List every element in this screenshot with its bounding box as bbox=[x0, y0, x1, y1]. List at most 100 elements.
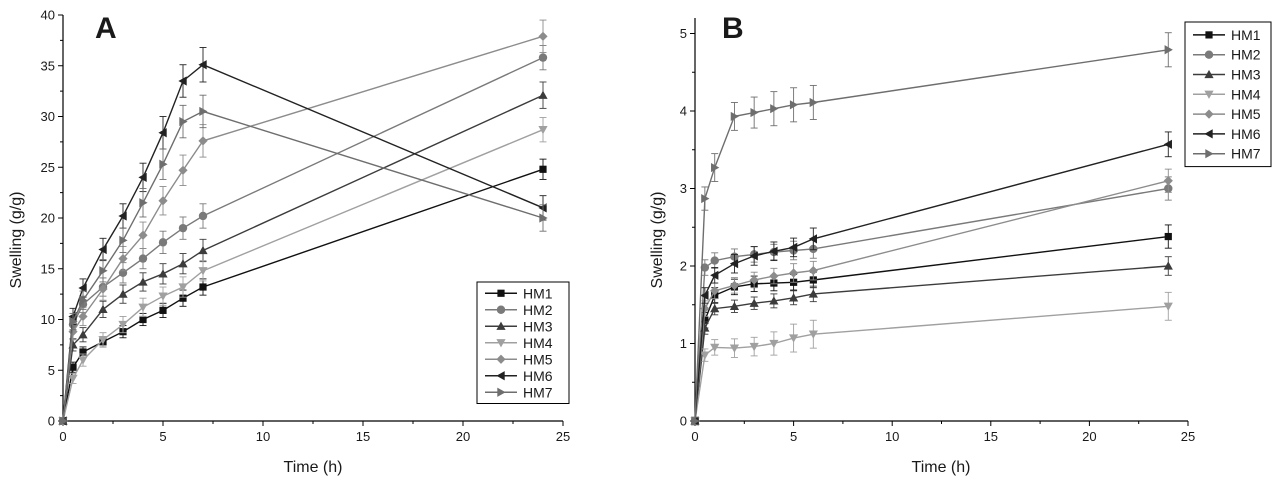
y-tick-label-b: 2 bbox=[680, 259, 687, 274]
data-point-hm4 bbox=[808, 330, 818, 339]
series-line-hm2 bbox=[62, 56, 544, 422]
data-point-hm4 bbox=[729, 344, 740, 353]
legend-label-hm7: HM7 bbox=[1231, 146, 1261, 162]
data-point-hm4 bbox=[710, 343, 720, 352]
data-point-hm3 bbox=[98, 304, 108, 314]
data-point-hm6 bbox=[158, 128, 167, 138]
legend-label-hm1: HM1 bbox=[523, 285, 553, 301]
y-axis-title-b: Swelling (g/g) bbox=[649, 192, 666, 289]
data-point-hm5 bbox=[118, 254, 128, 264]
series-hm5-b bbox=[690, 168, 1173, 426]
data-point-hm5 bbox=[700, 304, 710, 314]
data-point-hm4 bbox=[138, 303, 148, 312]
data-point-hm5 bbox=[538, 31, 548, 41]
x-tick-label-b: 10 bbox=[885, 429, 899, 444]
series-hm2-a bbox=[58, 45, 548, 426]
x-axis-title-b: Time (h) bbox=[912, 459, 971, 476]
data-point-hm3 bbox=[808, 289, 818, 298]
data-point-hm6 bbox=[118, 211, 127, 221]
data-point-hm3 bbox=[1163, 261, 1173, 270]
data-point-hm5 bbox=[98, 284, 108, 294]
x-tick-label-b: 15 bbox=[984, 429, 998, 444]
data-point-hm7 bbox=[711, 162, 720, 173]
data-point-hm7 bbox=[119, 235, 128, 245]
data-point-hm7 bbox=[691, 416, 700, 426]
x-tick-label-a: 25 bbox=[556, 429, 570, 444]
data-point-hm6 bbox=[78, 283, 87, 293]
data-point-hm5 bbox=[198, 136, 208, 146]
legend-label-hm2: HM2 bbox=[523, 302, 553, 318]
x-tick-label-a: 5 bbox=[159, 429, 166, 444]
panel-label-a: A bbox=[95, 12, 117, 45]
x-tick-label-b: 25 bbox=[1181, 429, 1195, 444]
series-hm4-a bbox=[58, 117, 548, 426]
data-point-hm6 bbox=[769, 246, 778, 256]
data-point-hm1 bbox=[179, 294, 187, 302]
data-point-hm1 bbox=[701, 316, 709, 324]
legend-label-hm4: HM4 bbox=[523, 335, 553, 351]
data-point-hm5 bbox=[749, 275, 759, 285]
legend-marker-hm2 bbox=[1204, 50, 1214, 59]
legend-label-hm3: HM3 bbox=[523, 318, 553, 334]
data-point-hm5 bbox=[789, 268, 799, 278]
data-point-hm6 bbox=[98, 244, 107, 255]
y-tick-label-b: 0 bbox=[680, 414, 687, 429]
y-tick-label-a: 25 bbox=[41, 160, 55, 175]
legend-label-hm5: HM5 bbox=[1231, 106, 1261, 122]
series-hm3-b bbox=[690, 256, 1173, 425]
data-point-hm7 bbox=[179, 116, 188, 127]
data-point-hm6 bbox=[700, 290, 709, 301]
series-line-hm1 bbox=[62, 168, 544, 422]
data-point-hm3 bbox=[538, 90, 548, 99]
legend-marker-hm1 bbox=[1205, 31, 1213, 39]
data-point-hm6 bbox=[138, 172, 147, 182]
legend-label-hm5: HM5 bbox=[523, 351, 553, 367]
x-tick-label-a: 20 bbox=[456, 429, 470, 444]
data-point-hm3 bbox=[178, 259, 188, 268]
series-line-hm1 bbox=[694, 235, 1169, 422]
data-point-hm4 bbox=[700, 351, 710, 360]
chart-panel-b: B Time (h) Swelling (g/g) 0 1 2 3 4 5 0 5 10 15 20… bbox=[649, 12, 1272, 476]
data-point-hm7 bbox=[730, 111, 740, 122]
legend-marker-hm5 bbox=[1204, 109, 1214, 119]
legend-marker-hm4 bbox=[496, 339, 506, 348]
series-hm2-b bbox=[690, 176, 1173, 426]
legend-b: HM1 HM2 HM3 HM4 HM5 HM6 HM7 bbox=[1184, 21, 1272, 168]
data-point-hm4 bbox=[98, 336, 108, 345]
data-point-hm3 bbox=[749, 298, 759, 307]
data-point-hm1 bbox=[69, 363, 77, 371]
data-point-hm4 bbox=[158, 292, 168, 301]
series-line-hm2 bbox=[694, 187, 1169, 422]
data-point-hm7 bbox=[99, 266, 108, 276]
data-point-hm5 bbox=[138, 230, 148, 240]
y-tick-label-a: 30 bbox=[41, 109, 55, 124]
y-tick-label-b: 3 bbox=[680, 181, 687, 196]
data-point-hm7 bbox=[69, 316, 78, 327]
data-point-hm7 bbox=[789, 100, 799, 110]
data-point-hm3 bbox=[158, 269, 168, 278]
series-line-hm3 bbox=[62, 94, 544, 422]
x-tick-label-a: 15 bbox=[356, 429, 370, 444]
data-point-hm3 bbox=[789, 293, 799, 302]
data-point-hm6 bbox=[1163, 139, 1172, 149]
series-line-hm4 bbox=[694, 305, 1169, 422]
legend-marker-hm6 bbox=[496, 371, 505, 381]
legend-marker-hm4 bbox=[1204, 90, 1214, 99]
series-hm3-a bbox=[58, 81, 548, 425]
data-point-hm6 bbox=[538, 203, 547, 213]
data-point-hm4 bbox=[749, 342, 759, 352]
data-point-hm3 bbox=[769, 296, 779, 305]
data-point-hm4 bbox=[538, 126, 548, 135]
y-tick-label-a: 20 bbox=[41, 211, 55, 226]
data-point-hm7 bbox=[809, 97, 818, 108]
y-tick-label-a: 5 bbox=[48, 363, 55, 378]
x-tick-label-a: 0 bbox=[59, 429, 66, 444]
data-point-hm5 bbox=[729, 280, 740, 290]
data-point-hm3 bbox=[138, 277, 148, 286]
data-point-hm4 bbox=[118, 320, 128, 330]
y-axis-title-a: Swelling (g/g) bbox=[8, 192, 25, 289]
data-point-hm7 bbox=[1164, 45, 1173, 55]
data-point-hm6 bbox=[729, 259, 739, 269]
data-point-hm5 bbox=[78, 311, 88, 322]
data-point-hm1 bbox=[539, 165, 547, 173]
